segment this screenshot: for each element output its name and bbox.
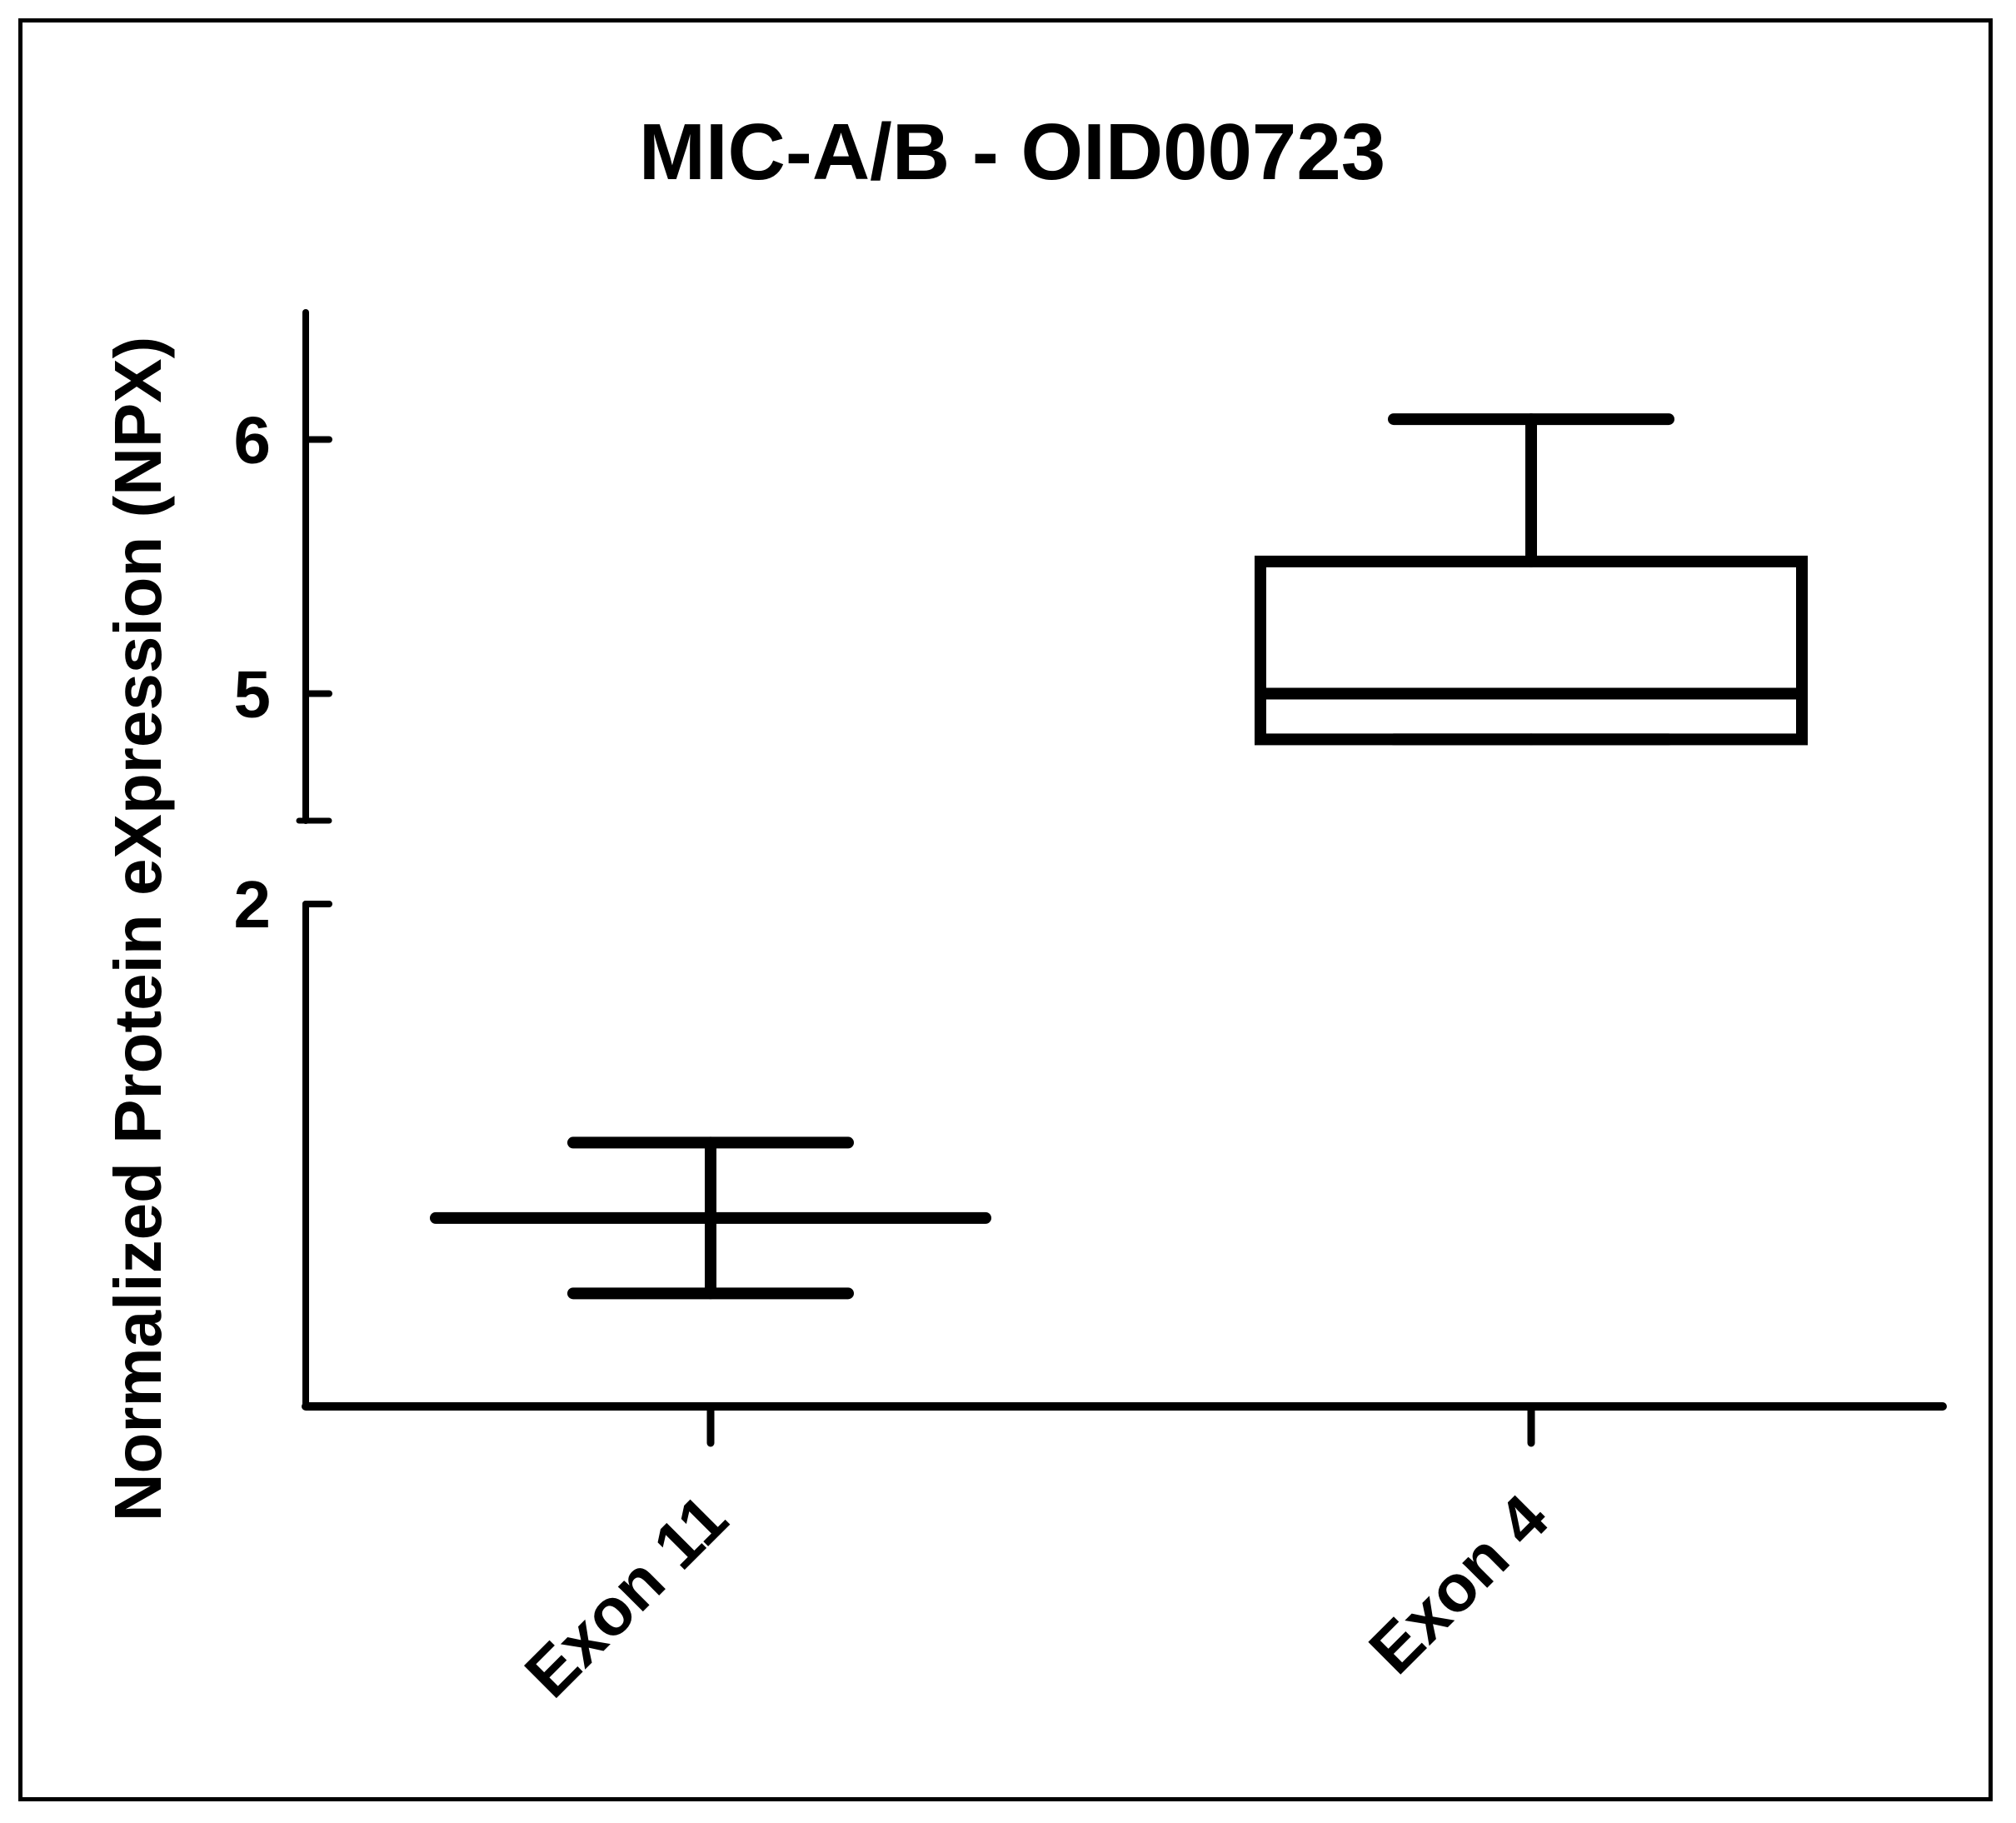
box-iqr [1255,555,1808,746]
y-ticks: 2 5 6 [234,403,332,941]
box-group-2 [1255,413,1808,746]
x-category-label: Exon 4 [1355,1481,1563,1688]
box-marks [430,413,1808,1300]
figure-frame [18,18,1993,1801]
y-tick-label-2: 2 [234,867,272,941]
x-category-label: Exon 11 [511,1481,741,1711]
axes [296,309,1947,1411]
x-categories: Exon 11 Exon 4 [511,1402,1563,1711]
y-tick-label-5: 5 [234,657,272,732]
y-axis-label: Normalized Protein eXpression (NPX) [101,337,175,1522]
box-group-1 [430,1136,991,1300]
chart-title: MIC-A/B - OID00723 [639,107,1385,197]
y-tick-label-6: 6 [234,403,272,477]
